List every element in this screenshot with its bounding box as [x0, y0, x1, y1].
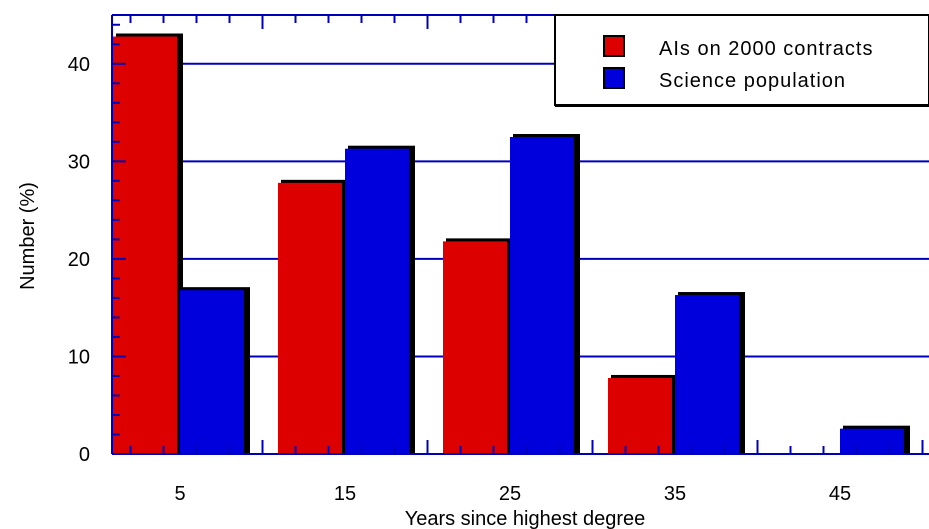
bar-series-2-15 — [345, 148, 409, 454]
legend-label-series-2: Science population — [659, 70, 846, 92]
y-axis-title: Number (%) — [17, 182, 39, 290]
x-tick-label-15: 15 — [334, 483, 356, 505]
bar-series-1-25 — [443, 241, 507, 454]
y-tick-labels: 0 10 20 30 40 — [68, 54, 90, 466]
bar-series-1-15 — [278, 182, 342, 454]
x-tick-label-25: 25 — [499, 483, 521, 505]
y-tick-label-0: 0 — [79, 444, 90, 466]
x-tick-labels: 5 15 25 35 45 — [174, 483, 851, 505]
legend-label-series-1: AIs on 2000 contracts — [659, 38, 873, 60]
x-axis-title: Years since highest degree — [405, 508, 646, 529]
bars — [113, 33, 910, 455]
y-tick-label-40: 40 — [68, 54, 90, 76]
x-tick-label-35: 35 — [664, 483, 686, 505]
bar-series-1-5 — [113, 36, 177, 455]
x-tick-label-5: 5 — [174, 483, 185, 505]
bar-series-1-35 — [608, 377, 672, 454]
y-tick-label-30: 30 — [68, 151, 90, 173]
legend-swatch-series-2 — [603, 67, 625, 89]
legend-shadow — [555, 104, 929, 107]
bar-series-2-35 — [675, 295, 739, 454]
bar-series-2-45 — [840, 428, 904, 454]
bar-series-2-5 — [180, 290, 244, 454]
y-tick-label-10: 10 — [68, 346, 90, 368]
bar-series-2-25 — [510, 136, 574, 454]
x-tick-label-45: 45 — [829, 483, 851, 505]
legend: AIs on 2000 contracts Science population — [554, 14, 929, 107]
y-tick-label-20: 20 — [68, 249, 90, 271]
legend-swatch-series-1 — [603, 35, 625, 57]
